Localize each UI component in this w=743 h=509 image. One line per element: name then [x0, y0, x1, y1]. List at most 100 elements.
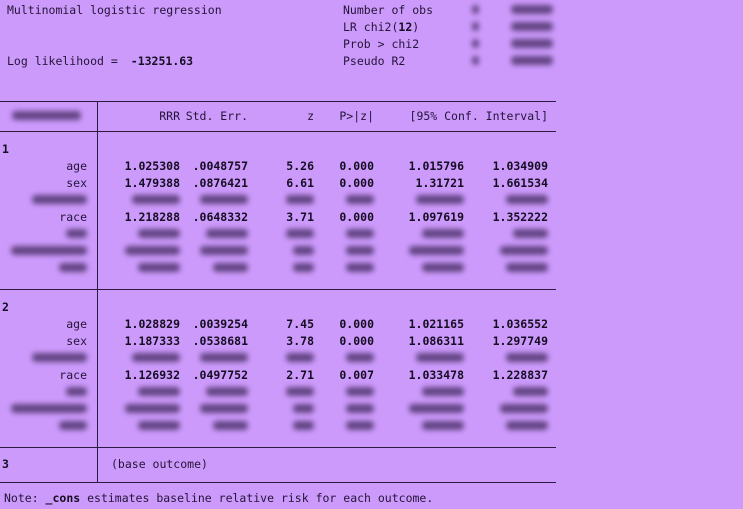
- redacted-blob: [513, 387, 548, 396]
- outcome-section: 3 (base outcome): [0, 448, 556, 482]
- row-values: 1.479388 .0876421 6.61 0.000 1.31721 1.661534: [97, 175, 556, 192]
- z-value: 7.45: [286, 317, 314, 331]
- redacted-blob: [506, 421, 548, 430]
- redacted-blob: [199, 195, 248, 204]
- redacted-blob: [408, 404, 464, 413]
- z-value-redacted: [248, 418, 314, 435]
- redacted-blob: [346, 246, 374, 255]
- lo-value-redacted: [374, 418, 464, 435]
- p-value-redacted: [314, 192, 374, 209]
- redacted-blob: [199, 353, 248, 362]
- redacted-blob: [346, 404, 374, 413]
- redacted-blob: [206, 387, 248, 396]
- hi-value-redacted: [464, 226, 548, 243]
- hi-value: 1.661534: [492, 176, 548, 190]
- rrr-value-redacted: [97, 418, 180, 435]
- redacted-blob: [138, 229, 180, 238]
- hi-value: 1.036552: [492, 317, 548, 331]
- redacted-blob: [472, 22, 479, 31]
- stat-row: Pseudo R2: [343, 53, 556, 70]
- stat-value-redacted: [511, 53, 553, 70]
- outcome-label: 2: [2, 300, 9, 314]
- z-value: 3.78: [286, 334, 314, 348]
- lo-value: 1.31721: [415, 176, 464, 190]
- p-value: 0.000: [339, 176, 374, 190]
- col-header-p-value: P>|z|: [339, 109, 374, 123]
- p-value-redacted: [314, 350, 374, 367]
- section-rule: [0, 289, 556, 290]
- row-values: 1.187333 .0538681 3.78 0.000 1.086311 1.29774…: [97, 333, 556, 350]
- se-value-redacted: [180, 384, 248, 401]
- redacted-blob: [286, 353, 314, 362]
- redacted-blob: [286, 229, 314, 238]
- stat-row: Number of obs: [343, 2, 556, 19]
- lo-value-redacted: [374, 260, 464, 277]
- redacted-blob: [12, 111, 82, 120]
- row-values: [97, 418, 556, 435]
- redacted-blob: [472, 5, 479, 14]
- se-value: .0048757: [192, 159, 248, 173]
- table-row: sex 1.187333 .0538681 3.78 0.000 1.086311 1.29…: [0, 333, 556, 350]
- stat-value-redacted: [511, 19, 553, 36]
- z-value: 2.71: [286, 368, 314, 382]
- note-suffix: estimates baseline relative risk for eac…: [80, 491, 434, 505]
- table-top-rule: [0, 101, 556, 102]
- p-value: 0.000: [339, 334, 374, 348]
- z-value: 6.61: [286, 176, 314, 190]
- stat-label: Prob > chi2: [343, 37, 420, 51]
- variable-label-redacted: [0, 350, 97, 367]
- model-stats: Number of obs LR chi2(12) Prob > chi2 Pseud…: [343, 2, 556, 70]
- row-values: 1.025308 .0048757 5.26 0.000 1.015796 1.03490…: [97, 158, 556, 175]
- redacted-blob: [408, 246, 464, 255]
- row-values: [97, 226, 556, 243]
- variable-label-redacted: [0, 260, 97, 277]
- variable-label: age: [66, 317, 87, 331]
- outcome-row: 2: [0, 299, 556, 316]
- redacted-blob: [286, 195, 314, 204]
- table-row: [0, 350, 556, 367]
- z-value-redacted: [248, 192, 314, 209]
- header-bottom-rule: [0, 131, 556, 132]
- redacted-blob: [59, 421, 87, 430]
- col-header-conf-interval: [95% Conf. Interval]: [409, 109, 548, 123]
- z-value-redacted: [248, 260, 314, 277]
- rrr-value-redacted: [97, 350, 180, 367]
- stat-equals-redacted: [472, 19, 479, 36]
- redacted-blob: [10, 404, 87, 413]
- row-values: 1.028829 .0039254 7.45 0.000 1.021165 1.03655…: [97, 316, 556, 333]
- variable-label: race: [59, 368, 87, 382]
- table-row: [0, 192, 556, 209]
- lo-value: 1.033478: [408, 368, 464, 382]
- redacted-blob: [511, 5, 553, 14]
- variable-label-redacted: [0, 226, 97, 243]
- se-value-redacted: [180, 418, 248, 435]
- p-value: 0.000: [339, 159, 374, 173]
- rrr-value: 1.028829: [124, 317, 180, 331]
- z-value: 5.26: [286, 159, 314, 173]
- p-value: 0.000: [339, 317, 374, 331]
- se-value-redacted: [180, 401, 248, 418]
- redacted-blob: [206, 229, 248, 238]
- redacted-blob: [506, 195, 548, 204]
- table-row: [0, 243, 556, 260]
- se-value: .0497752: [192, 368, 248, 382]
- se-value: .0876421: [192, 176, 248, 190]
- col-header-std-err: Std. Err.: [185, 109, 248, 123]
- p-value: 0.000: [339, 210, 374, 224]
- lo-value: 1.097619: [408, 210, 464, 224]
- model-title: Multinomial logistic regression: [7, 3, 222, 17]
- se-value: .0648332: [192, 210, 248, 224]
- redacted-blob: [511, 56, 553, 65]
- variable-label: sex: [66, 334, 87, 348]
- table-row: race 1.126932 .0497752 2.71 0.007 1.033478 1.2…: [0, 367, 556, 384]
- lo-value: 1.086311: [408, 334, 464, 348]
- table-row: age 1.025308 .0048757 5.26 0.000 1.015796 1.03…: [0, 158, 556, 175]
- row-values: [97, 260, 556, 277]
- col-header-z: z: [307, 109, 314, 123]
- redacted-blob: [31, 353, 87, 362]
- stat-equals-redacted: [472, 53, 479, 70]
- se-value: .0538681: [192, 334, 248, 348]
- redacted-blob: [59, 263, 87, 272]
- se-value-redacted: [180, 192, 248, 209]
